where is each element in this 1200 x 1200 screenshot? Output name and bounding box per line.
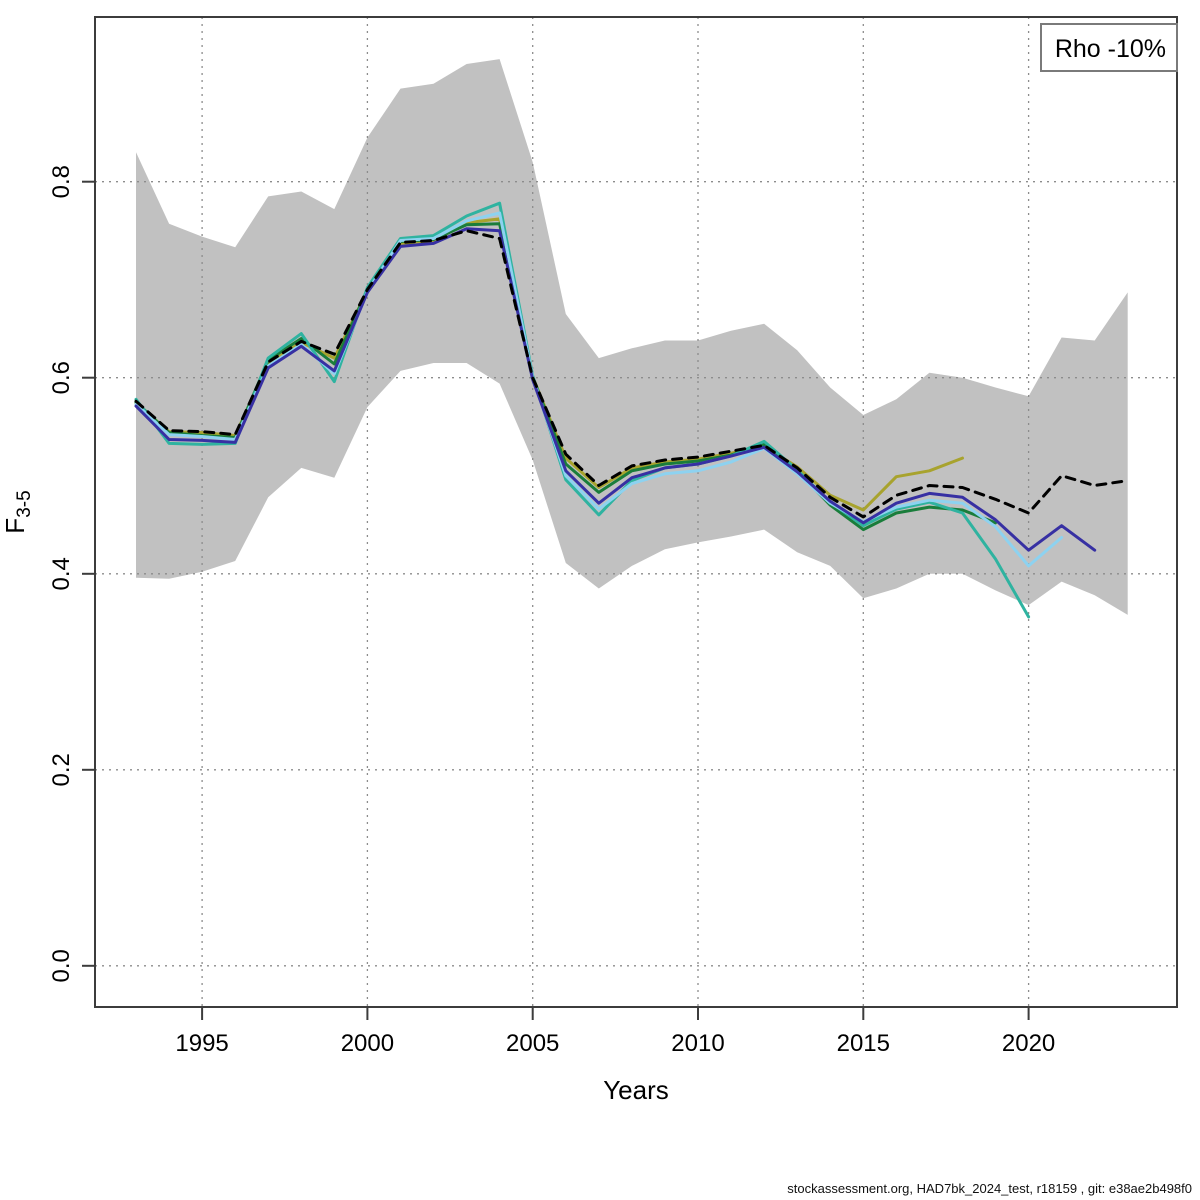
x-axis-title: Years	[603, 1075, 669, 1105]
legend: Rho -10%	[1040, 23, 1178, 72]
y-tick-label: 0.0	[48, 949, 75, 982]
series-line-retro-peel-2020	[134, 201, 1031, 619]
x-tick-label: 2010	[671, 1030, 724, 1057]
legend-label: Rho -10%	[1055, 35, 1166, 63]
x-tick-label: 1995	[175, 1030, 228, 1057]
series-line-base-run-2023	[134, 229, 1130, 519]
y-axis-title-main: F	[0, 518, 30, 534]
footer-credit: stockassessment.org, HAD7bk_2024_test, r…	[787, 1181, 1192, 1196]
legend-box	[1040, 23, 1178, 72]
x-tick-label: 2020	[1002, 1030, 1055, 1057]
confidence-band	[136, 59, 1128, 615]
y-tick-label: 0.6	[48, 361, 75, 394]
series-line-retro-peel-2019	[134, 222, 997, 532]
series-line-retro-peel-2022	[134, 227, 1097, 552]
x-tick-label: 2015	[837, 1030, 890, 1057]
y-tick-label: 0.4	[48, 557, 75, 590]
series-line-retro-peel-2021	[134, 211, 1064, 568]
series-layer	[134, 201, 1130, 619]
x-tick-label: 2005	[506, 1030, 559, 1057]
y-tick-label: 0.2	[48, 753, 75, 786]
y-axis-title-subscript: 3-5	[14, 490, 35, 517]
y-tick-label: 0.8	[48, 165, 75, 198]
plot-border	[94, 16, 1178, 1008]
gridline-layer	[95, 17, 1177, 1007]
y-axis-title: F3-5	[0, 490, 35, 533]
confidence-band-layer	[136, 59, 1128, 615]
axis-ticks-layer: 1995 2000 2005 2010 2015 2020 0.0 0.2 0.4 0.6 0.8	[48, 165, 1055, 1057]
x-tick-label: 2000	[341, 1030, 394, 1057]
